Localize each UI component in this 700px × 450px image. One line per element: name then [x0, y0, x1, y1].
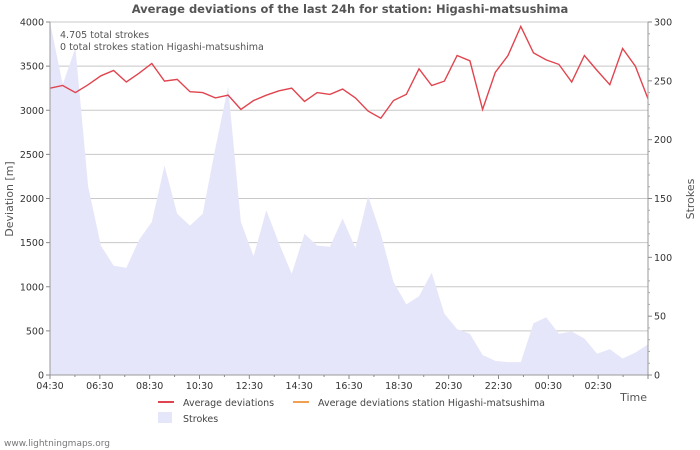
x-tick-label: 20:30: [435, 381, 462, 392]
x-tick-label: 08:30: [136, 381, 163, 392]
x-tick-label: 22:30: [485, 381, 512, 392]
right-tick-label: 300: [654, 18, 672, 29]
left-tick-label: 0: [38, 371, 44, 382]
x-tick-label: 12:30: [236, 381, 263, 392]
x-tick-label: 00:30: [535, 381, 562, 392]
legend-label-strokes: Strokes: [183, 414, 218, 425]
x-tick-label: 18:30: [385, 381, 412, 392]
left-tick-label: 2000: [20, 194, 44, 205]
legend-swatch-strokes: [158, 412, 172, 423]
right-y-ticks: 0 50 100 150 200 250 300: [648, 18, 672, 382]
right-y-axis-label: Strokes: [684, 178, 697, 219]
right-tick-label: 200: [654, 135, 672, 146]
right-tick-label: 100: [654, 253, 672, 264]
left-tick-label: 500: [26, 326, 44, 337]
left-tick-label: 3000: [20, 106, 44, 117]
x-tick-label: 16:30: [335, 381, 362, 392]
station-strokes-note: 0 total strokes station Higashi-matsushi…: [60, 42, 264, 53]
x-tick-label: 10:30: [186, 381, 213, 392]
footer-credit: www.lightningmaps.org: [4, 439, 110, 449]
left-y-ticks: 0 500 1000 1500 2000 2500 3000 3500 4000: [20, 18, 50, 382]
x-axis-label: Time: [619, 391, 647, 404]
total-strokes-note: 4.705 total strokes: [60, 30, 149, 41]
right-tick-label: 50: [654, 312, 666, 323]
left-tick-label: 2500: [20, 150, 44, 161]
right-tick-label: 150: [654, 194, 672, 205]
left-tick-label: 4000: [20, 18, 44, 29]
x-tick-label: 14:30: [285, 381, 312, 392]
chart-title: Average deviations of the last 24h for s…: [132, 2, 569, 16]
x-ticks: 04:30 06:30 08:30 10:30 12:30 14:30 16:30 18:30…: [36, 375, 649, 392]
right-tick-label: 250: [654, 76, 672, 87]
left-tick-label: 3500: [20, 62, 44, 73]
strokes-area: [50, 22, 648, 375]
left-tick-label: 1500: [20, 238, 44, 249]
x-tick-label: 02:30: [584, 381, 611, 392]
x-tick-label: 04:30: [36, 381, 63, 392]
legend-label-station-deviations: Average deviations station Higashi-matsu…: [318, 398, 545, 409]
right-tick-label: 0: [654, 371, 660, 382]
left-tick-label: 1000: [20, 282, 44, 293]
x-tick-label: 06:30: [86, 381, 113, 392]
average-deviation-line: [49, 24, 649, 120]
left-y-axis-label: Deviation [m]: [3, 161, 16, 236]
legend-label-average-deviations: Average deviations: [183, 398, 274, 409]
